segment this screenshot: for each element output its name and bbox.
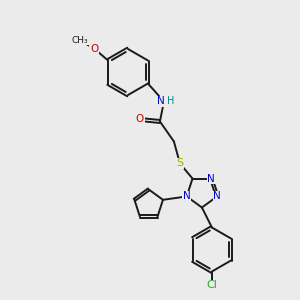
Text: N: N (183, 191, 190, 201)
Text: N: N (213, 191, 221, 201)
Text: Cl: Cl (206, 280, 218, 290)
Text: O: O (136, 115, 144, 124)
Text: S: S (176, 158, 184, 169)
Text: CH₃: CH₃ (72, 36, 88, 45)
Text: O: O (90, 44, 98, 53)
Text: N: N (207, 174, 215, 184)
Text: H: H (167, 97, 175, 106)
Text: N: N (157, 97, 165, 106)
